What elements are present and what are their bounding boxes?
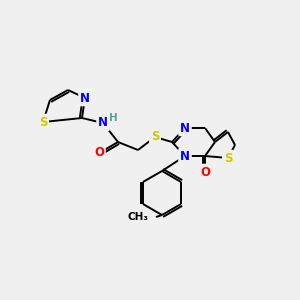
Text: N: N xyxy=(180,122,190,134)
Text: S: S xyxy=(39,116,47,128)
Text: S: S xyxy=(151,130,159,143)
Text: O: O xyxy=(200,166,210,178)
Text: N: N xyxy=(180,149,190,163)
Text: S: S xyxy=(224,152,232,164)
Text: CH₃: CH₃ xyxy=(127,212,148,222)
Text: O: O xyxy=(94,146,104,158)
Text: H: H xyxy=(109,113,117,123)
Text: N: N xyxy=(80,92,90,104)
Text: N: N xyxy=(98,116,108,130)
